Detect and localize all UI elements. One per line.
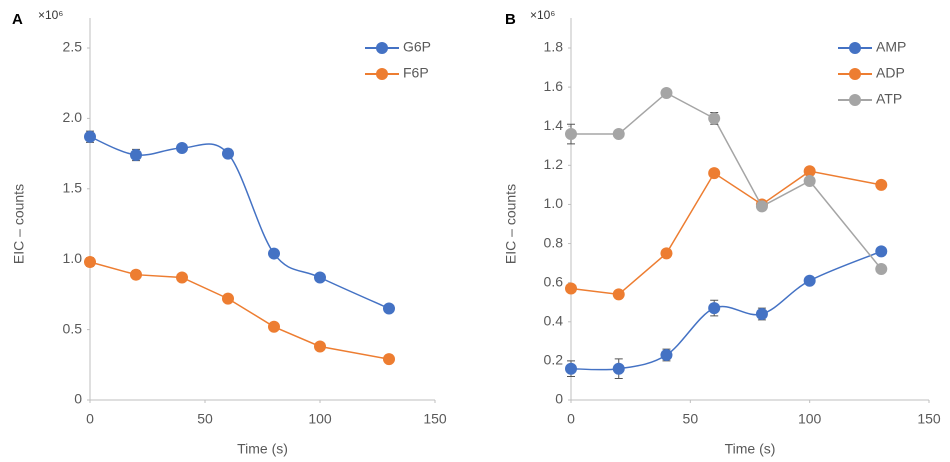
data-point <box>383 353 395 366</box>
y-tick-label: 1.0 <box>63 250 83 266</box>
series-line <box>570 250 882 371</box>
y-tick-label: 1.6 <box>544 78 564 94</box>
data-point <box>612 128 625 141</box>
x-tick-label: 50 <box>197 411 213 427</box>
panel-label: B <box>505 11 516 28</box>
data-point <box>222 147 234 160</box>
x-tick-label: 150 <box>917 411 941 427</box>
legend-marker <box>849 42 861 54</box>
data-point <box>176 141 188 154</box>
data-point <box>660 86 673 99</box>
data-point <box>383 302 395 315</box>
data-point <box>708 112 721 125</box>
data-point <box>875 245 888 258</box>
data-point <box>565 362 577 375</box>
x-tick-label: 100 <box>798 411 822 427</box>
data-point <box>612 362 625 375</box>
data-point <box>708 167 721 180</box>
y-tick-label: 2.0 <box>63 109 83 125</box>
panel-label: A <box>12 11 23 28</box>
y-tick-label: 0.5 <box>63 320 83 336</box>
series-line <box>570 170 882 296</box>
y-multiplier: ×10⁶ <box>38 8 63 22</box>
legend-label: F6P <box>403 65 429 81</box>
y-tick-label: 0 <box>74 391 82 407</box>
y-tick-label: 0.2 <box>544 352 564 368</box>
data-point <box>130 149 142 162</box>
data-point <box>130 268 142 281</box>
data-point <box>84 256 96 269</box>
legend-marker <box>849 94 861 106</box>
data-point <box>314 340 326 353</box>
series-line <box>89 136 390 310</box>
data-point <box>803 165 816 178</box>
legend-marker <box>376 42 388 54</box>
x-tick-label: 0 <box>567 411 575 427</box>
x-axis-title: Time (s) <box>237 441 288 457</box>
data-point <box>84 130 96 143</box>
x-tick-label: 0 <box>86 411 94 427</box>
data-point <box>565 282 577 295</box>
y-tick-label: 0.8 <box>544 234 564 250</box>
data-point <box>875 262 888 275</box>
y-tick-label: 1.2 <box>544 156 564 172</box>
data-point <box>875 178 888 191</box>
x-axis-title: Time (s) <box>725 441 776 457</box>
data-point <box>222 292 234 305</box>
y-tick-label: 1.8 <box>544 39 564 55</box>
y-multiplier: ×10⁶ <box>530 8 555 22</box>
data-point <box>755 200 768 213</box>
x-tick-label: 100 <box>308 411 332 427</box>
x-tick-label: 150 <box>423 411 447 427</box>
data-point <box>612 288 625 301</box>
y-tick-label: 1.0 <box>544 195 564 211</box>
data-point <box>268 320 280 333</box>
legend-marker <box>849 68 861 80</box>
data-point <box>803 274 816 287</box>
data-point <box>660 349 673 362</box>
y-tick-label: 1.4 <box>544 117 564 133</box>
data-point <box>660 247 673 260</box>
data-point <box>803 174 816 187</box>
y-tick-label: 2.5 <box>63 39 83 55</box>
y-tick-label: 0.6 <box>544 273 564 289</box>
data-point <box>176 271 188 284</box>
y-tick-label: 0 <box>555 391 563 407</box>
y-tick-label: 1.5 <box>63 180 83 196</box>
y-axis-title: EIC – counts <box>503 184 519 264</box>
legend-marker <box>376 68 388 80</box>
data-point <box>755 307 768 320</box>
x-tick-label: 50 <box>683 411 699 427</box>
y-axis-title: EIC – counts <box>11 184 27 264</box>
legend-label: G6P <box>403 39 431 55</box>
data-point <box>708 302 721 315</box>
data-point <box>314 271 326 284</box>
y-tick-label: 0.4 <box>544 312 564 328</box>
data-point <box>565 128 577 141</box>
legend-label: AMP <box>876 39 906 55</box>
legend-label: ATP <box>876 91 902 107</box>
legend-label: ADP <box>876 65 905 81</box>
data-point <box>268 247 280 260</box>
